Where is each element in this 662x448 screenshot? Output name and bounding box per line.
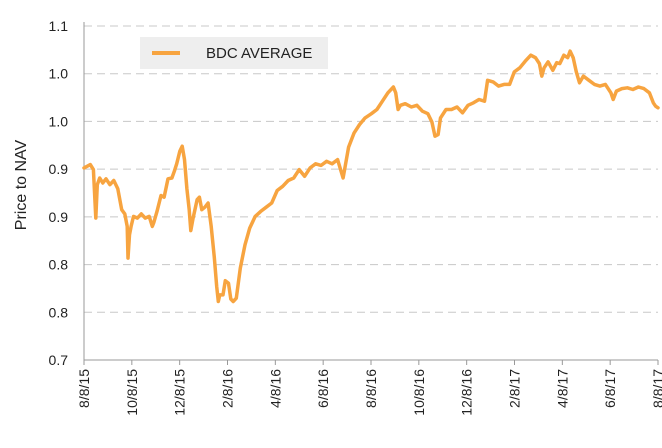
y-axis-ticks: 0.7 0.8 0.8 0.9 0.9 1.0 1.0 1.1 <box>49 18 69 368</box>
x-axis-ticks: 8/8/15 10/8/15 12/8/15 2/8/16 4/8/16 6/8/16 8/… <box>76 360 662 416</box>
x-tick-label: 10/8/16 <box>411 369 427 416</box>
y-axis-title: Price to NAV <box>13 139 30 230</box>
series-line-bdc-average <box>82 49 660 304</box>
y-tick-label: 0.9 <box>49 209 69 225</box>
x-tick-label: 8/8/16 <box>363 369 379 408</box>
x-tick-label: 6/8/17 <box>602 369 618 408</box>
y-tick-label: 0.9 <box>49 161 69 177</box>
x-tick-label: 12/8/15 <box>172 369 188 416</box>
x-tick-label: 2/8/17 <box>507 369 523 408</box>
gridlines <box>84 25 658 313</box>
x-tick-label: 8/8/17 <box>650 369 662 408</box>
legend-label: BDC AVERAGE <box>206 45 312 62</box>
x-tick-label: 4/8/17 <box>554 369 570 408</box>
y-tick-label: 1.1 <box>49 18 69 34</box>
x-tick-label: 10/8/15 <box>124 369 140 416</box>
series-layer <box>82 49 660 304</box>
x-tick-label: 8/8/15 <box>76 369 92 408</box>
legend: BDC AVERAGE <box>140 37 328 69</box>
y-tick-label: 1.0 <box>49 66 69 82</box>
axes <box>83 22 658 361</box>
x-tick-label: 4/8/16 <box>267 369 283 408</box>
y-tick-label: 1.0 <box>49 113 69 129</box>
y-tick-label: 0.8 <box>49 257 69 273</box>
y-tick-label: 0.8 <box>49 304 69 320</box>
x-tick-label: 6/8/16 <box>315 369 331 408</box>
x-tick-label: 12/8/16 <box>459 369 475 416</box>
y-tick-label: 0.7 <box>49 352 69 368</box>
x-tick-label: 2/8/16 <box>220 369 236 408</box>
